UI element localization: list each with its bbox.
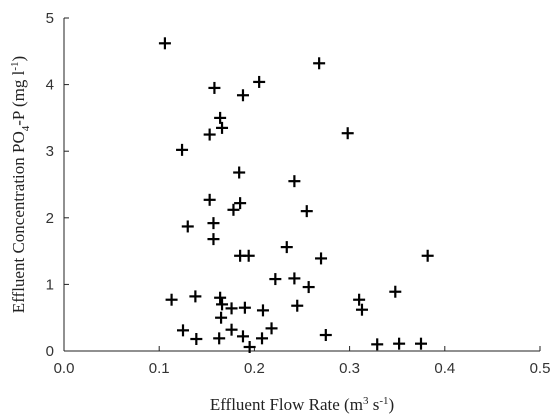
- x-axis-label-sup1: 3: [363, 395, 369, 407]
- data-point: [389, 285, 402, 298]
- data-point: [216, 298, 229, 311]
- x-axis-label-mid: s: [368, 395, 379, 414]
- y-tick-label: 0: [46, 343, 54, 360]
- axes: [63, 18, 540, 352]
- data-point: [415, 337, 427, 350]
- x-axis-label-end: ): [389, 395, 395, 414]
- data-point: [243, 341, 256, 354]
- data-point: [265, 322, 278, 335]
- data-point: [213, 332, 226, 345]
- x-tick-label: 0.0: [54, 360, 75, 377]
- data-point: [216, 121, 229, 134]
- data-point: [214, 111, 227, 124]
- y-tick-label: 3: [46, 143, 54, 160]
- data-point: [177, 324, 189, 337]
- data-point: [214, 291, 227, 304]
- data-point: [215, 311, 228, 324]
- data-point: [158, 37, 171, 50]
- data-points: [158, 37, 434, 354]
- ticks: 0.0 0.1 0.2 0.3 0.4 0.5 0 1 2 3 4 5: [46, 10, 551, 377]
- data-point: [280, 241, 293, 254]
- y-axis-label-sup: -1: [9, 61, 21, 70]
- data-point: [313, 57, 326, 70]
- x-tick-label: 0.4: [434, 360, 455, 377]
- data-point: [315, 252, 328, 265]
- data-point: [208, 81, 221, 94]
- data-point: [302, 281, 315, 294]
- data-point: [203, 128, 216, 141]
- data-point: [203, 193, 216, 206]
- y-axis-label-mid: -P (mg l: [9, 70, 28, 125]
- x-axis-label-sup2: -1: [379, 395, 388, 407]
- data-point: [236, 330, 249, 343]
- data-point: [253, 75, 266, 88]
- y-axis-label-end: ): [9, 56, 28, 62]
- data-point: [291, 299, 304, 312]
- data-point: [207, 233, 220, 246]
- data-point: [181, 220, 194, 233]
- x-tick-label: 0.3: [339, 360, 360, 377]
- data-point: [225, 323, 238, 336]
- data-point: [242, 249, 255, 262]
- data-point: [393, 337, 406, 350]
- data-point: [189, 290, 202, 303]
- x-axis-label-main: Effluent Flow Rate (m: [210, 395, 363, 414]
- data-point: [355, 303, 368, 316]
- x-axis-label: Effluent Flow Rate (m3 s-1): [210, 395, 394, 414]
- data-point: [207, 217, 220, 230]
- data-point: [234, 197, 247, 210]
- x-tick-label: 0.5: [530, 360, 551, 377]
- data-point: [190, 333, 203, 346]
- data-point: [256, 332, 269, 345]
- data-point: [238, 301, 251, 314]
- data-point: [233, 166, 246, 179]
- y-axis-label-sub: 4: [20, 125, 32, 131]
- y-tick-label: 5: [46, 10, 54, 27]
- data-point: [225, 302, 238, 315]
- x-tick-label: 0.2: [244, 360, 265, 377]
- y-tick-label: 1: [46, 276, 54, 293]
- data-point: [269, 273, 282, 286]
- data-point: [288, 175, 301, 188]
- data-point: [341, 127, 354, 140]
- data-point: [288, 272, 301, 285]
- data-point: [176, 143, 189, 156]
- data-point: [319, 329, 332, 342]
- y-tick-label: 4: [46, 77, 54, 94]
- y-tick-label: 2: [46, 210, 54, 227]
- x-tick-label: 0.1: [149, 360, 170, 377]
- data-point: [353, 293, 366, 306]
- y-axis-label-main: Effluent Concentration PO: [9, 131, 28, 313]
- data-point: [165, 293, 178, 306]
- y-axis-label: Effluent Concentration PO4-P (mg l-1): [9, 56, 32, 313]
- data-point: [236, 89, 249, 102]
- data-point: [256, 304, 269, 317]
- data-point: [300, 205, 313, 218]
- data-point: [371, 338, 384, 351]
- data-point: [227, 203, 240, 216]
- data-point: [421, 249, 434, 262]
